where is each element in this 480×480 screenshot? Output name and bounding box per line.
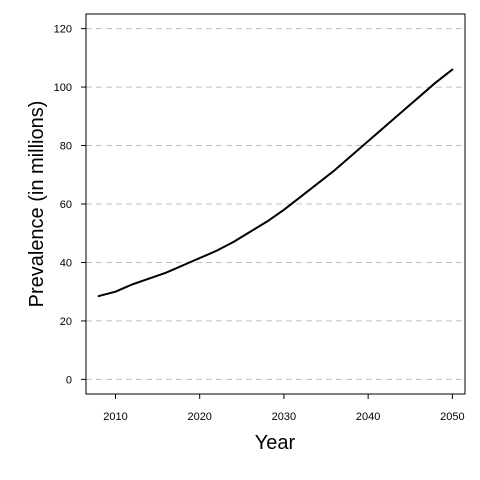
series-line-0 xyxy=(97,68,454,298)
y-tick-label-100: 100 xyxy=(54,82,72,94)
x-tick-label-2050: 2050 xyxy=(440,411,464,423)
series-layer xyxy=(97,68,454,298)
y-tick-label-120: 120 xyxy=(54,24,72,36)
y-axis-title: Prevalence (in millions) xyxy=(26,101,48,308)
y-tick-label-80: 80 xyxy=(60,141,72,153)
x-tick-label-2010: 2010 xyxy=(103,411,127,423)
y-tick-label-0: 0 xyxy=(66,374,72,386)
x-tick-label-2030: 2030 xyxy=(272,411,296,423)
y-tick-label-20: 20 xyxy=(60,316,72,328)
x-tick-label-2020: 2020 xyxy=(187,411,211,423)
x-tick-label-2040: 2040 xyxy=(356,411,380,423)
y-tick-label-40: 40 xyxy=(60,257,72,269)
x-axis-title: Year xyxy=(255,432,296,454)
grid-lines xyxy=(86,28,465,380)
y-tick-label-60: 60 xyxy=(60,199,72,211)
